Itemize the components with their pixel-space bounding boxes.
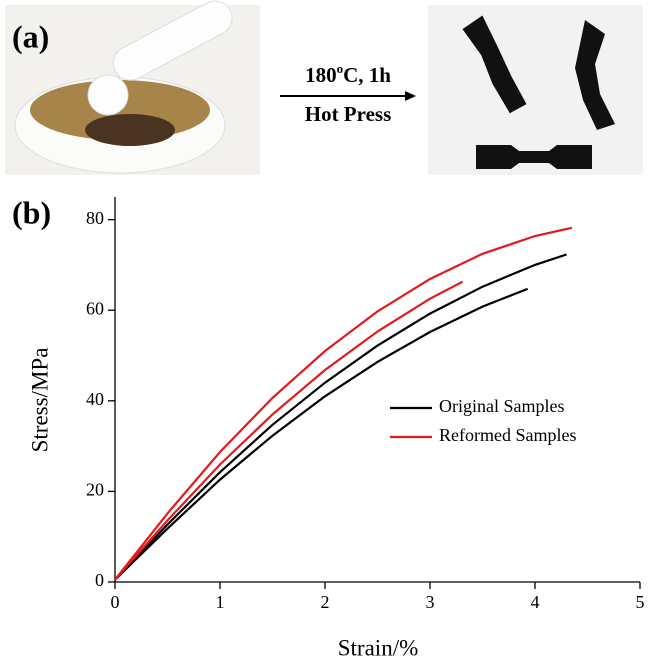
pestle-head	[88, 75, 128, 115]
x-axis-label: Strain/%	[338, 635, 419, 660]
samples-photo	[428, 5, 643, 175]
y-tick-label: 60	[86, 298, 104, 318]
legend-label: Reformed Samples	[439, 425, 576, 445]
y-tick-label: 20	[86, 480, 104, 500]
x-tick-label: 4	[531, 592, 540, 612]
powder-dark	[85, 114, 175, 146]
y-tick-label: 80	[86, 208, 104, 228]
figure: (a) 180oC, 1h Hot Press (b) Stress/MPa S…	[0, 0, 648, 665]
process-name: Hot Press	[305, 102, 392, 126]
data-line	[115, 255, 567, 580]
x-tick-label: 0	[111, 592, 120, 612]
arrow-head	[405, 91, 416, 101]
y-tick-label: 40	[86, 389, 104, 409]
y-tick-label: 0	[95, 570, 104, 590]
x-tick-label: 1	[216, 592, 225, 612]
temperature: 180	[305, 63, 337, 87]
y-axis-label: Stress/MPa	[27, 348, 52, 453]
photo-background	[428, 5, 643, 175]
x-tick-label: 5	[636, 592, 645, 612]
process-condition: 180oC, 1h	[305, 61, 391, 87]
legend-label: Original Samples	[439, 396, 564, 416]
panel-label: (b)	[12, 194, 51, 230]
x-tick-label: 3	[426, 592, 435, 612]
x-tick-label: 2	[321, 592, 330, 612]
condition-rest: C, 1h	[343, 63, 391, 87]
panel-label: (a)	[12, 18, 49, 54]
plot: Stress/MPa Strain/% 0 20 40 60 80 0 1 2 3 4 5 Origi…	[27, 197, 644, 660]
